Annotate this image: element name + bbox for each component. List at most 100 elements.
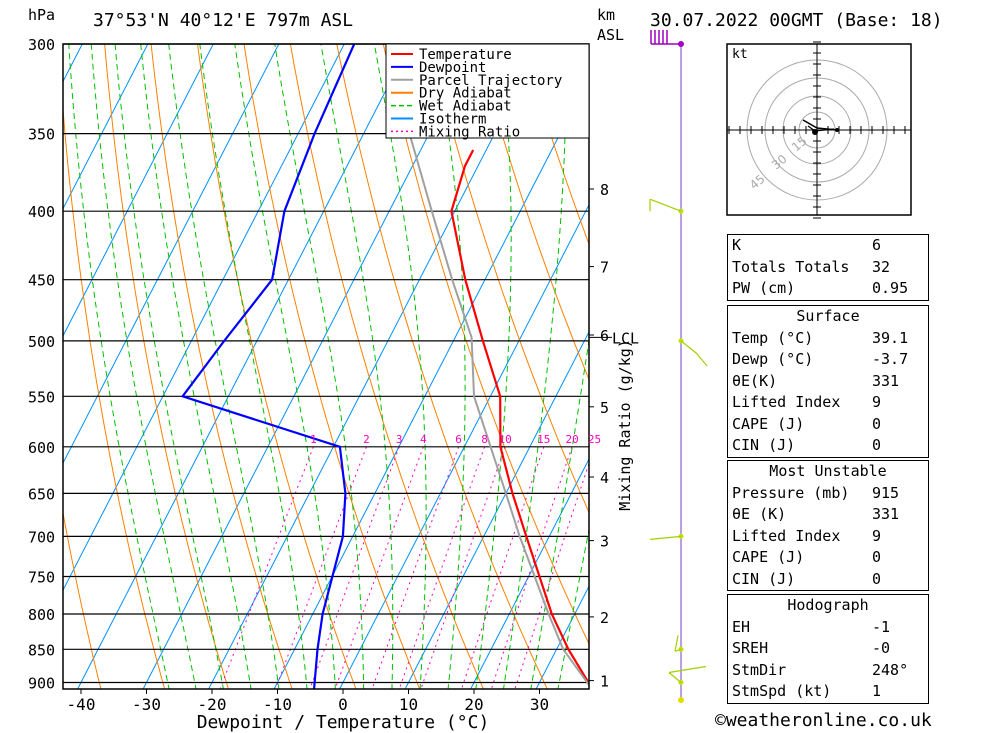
- dry-adiabat-line: [522, 44, 589, 246]
- legend-label: Mixing Ratio: [419, 124, 520, 140]
- mixing-ratio-value: 2: [363, 433, 370, 446]
- parcel-trajectory-line: [385, 44, 589, 687]
- isotherm-line: [0, 0, 18, 714]
- dry-adiabat-line: [196, 44, 357, 689]
- location-title: 37°53'N 40°12'E 797m ASL: [93, 10, 354, 31]
- mixing-ratio-value: 10: [498, 433, 511, 446]
- mixing-ratio-value: 1: [310, 433, 317, 446]
- most-unstable-title: Most Unstable: [769, 462, 887, 480]
- surface-title: Surface: [796, 307, 860, 325]
- pressure-tick-label: 900: [28, 675, 55, 693]
- pressure-tick-label: 600: [28, 439, 55, 457]
- hodograph-table: Hodograph EH -1 SREH -0 StmDir 248° StmSpd …: [727, 594, 929, 704]
- km-tick-label: 2: [600, 609, 609, 627]
- wet-adiabat-line: [140, 44, 252, 689]
- copyright-footer[interactable]: ©weatheronline.co.uk: [715, 710, 932, 731]
- dry-adiabat-line: [289, 44, 484, 689]
- wind-dot-surface: [678, 697, 684, 704]
- km-tick-label: 4: [600, 469, 609, 487]
- km-tick-label: 3: [600, 533, 609, 551]
- temperature-tick-label: 30: [530, 695, 549, 714]
- km-tick-label: 7: [600, 259, 609, 277]
- mixing-ratio-line: [490, 446, 573, 689]
- dry-adiabat-line: [63, 510, 102, 689]
- most-unstable-row: Pressure (mb) 915: [732, 483, 900, 502]
- index-row-pw: PW (cm) 0.95: [732, 279, 909, 297]
- mixing-ratio-line: [219, 446, 314, 689]
- wet-adiabat-line: [502, 44, 567, 689]
- legend-label: Wet Adiabat: [419, 99, 512, 115]
- km-tick-label: 5: [600, 399, 609, 417]
- dry-adiabat-line: [63, 103, 166, 689]
- dry-adiabat-line: [336, 44, 548, 689]
- temperature-tick-label: -30: [132, 695, 161, 714]
- legend-label: Isotherm: [419, 112, 486, 128]
- pressure-tick-label: 300: [28, 36, 55, 54]
- dry-adiabat-line: [104, 44, 229, 689]
- isotherm-line: [63, 44, 214, 337]
- dry-adiabat-line: [924, 0, 1000, 714]
- temperature-tick-label: 20: [464, 695, 483, 714]
- hodograph-table-title: Hodograph: [787, 596, 869, 614]
- temperature-tick-label: -40: [67, 695, 96, 714]
- temperature-line: [450, 149, 589, 686]
- km-axis: 1 2 3 4 5 6 7 8 LCL: [589, 181, 639, 691]
- pressure-tick-label: 750: [28, 569, 55, 587]
- dry-adiabat-line: [475, 44, 589, 381]
- hpa-unit-label: hPa: [28, 6, 56, 24]
- isotherm-line: [339, 203, 589, 689]
- pressure-tick-labels: 300 350 400 450 500 550 600 650 700 750 800 850 900: [28, 36, 55, 693]
- isotherm-line: [470, 458, 589, 689]
- most-unstable-row: CAPE (J) 0: [732, 548, 882, 566]
- mixing-ratio-axis-title: Mixing Ratio (g/kg): [616, 339, 634, 511]
- surface-row: Lifted Index 9: [732, 393, 882, 411]
- surface-table: Surface Temp (°C) 39.1 Dewp (°C) -3.7 θE(K…: [727, 305, 929, 458]
- surface-row: CIN (J) 0: [732, 436, 882, 454]
- surface-row: CAPE (J) 0: [732, 414, 882, 433]
- hodograph-row: SREH -0: [732, 639, 891, 657]
- dry-adiabat-line: [150, 44, 293, 689]
- isotherm-line: [273, 76, 589, 689]
- pressure-tick-label: 350: [28, 126, 55, 144]
- storm-motion-marker: [812, 129, 818, 135]
- temperature-tick-label: -20: [198, 695, 227, 714]
- wind-barb: [695, 352, 708, 367]
- temperature-tick-label: -10: [263, 695, 292, 714]
- wind-barb: [649, 535, 682, 540]
- pressure-tick-label: 550: [28, 388, 55, 406]
- isotherm-line: [404, 330, 589, 689]
- wind-barb: [668, 672, 682, 683]
- wind-barbs: [649, 30, 708, 704]
- dry-adiabat-line: [243, 44, 421, 689]
- hodograph-row: StmDir 248°: [732, 660, 909, 679]
- wind-barb: [680, 340, 697, 354]
- isotherm-line: [63, 44, 280, 465]
- wet-adiabat-line: [234, 44, 336, 689]
- legend-label: Dry Adiabat: [419, 86, 512, 102]
- mixing-ratio-labels: 1 2 3 4 6 8 10 15 20 25: [310, 433, 601, 446]
- pressure-tick-label: 850: [28, 641, 55, 659]
- dry-adiabat-line: [967, 0, 1000, 714]
- mixing-ratio-value: 3: [396, 433, 403, 446]
- km-tick-label: 1: [600, 673, 609, 691]
- mixing-ratio-line: [398, 446, 485, 689]
- asl-unit-label: ASL: [597, 26, 625, 44]
- km-tick-label: 8: [600, 181, 609, 199]
- wind-barb: [674, 648, 682, 652]
- most-unstable-row: θE (K) 331: [732, 505, 900, 523]
- km-unit-label: km: [597, 6, 616, 24]
- wind-barb: [649, 198, 682, 212]
- profiles: [180, 44, 589, 689]
- pressure-tick-label: 800: [28, 606, 55, 624]
- wind-barb: [668, 665, 707, 674]
- temperature-tick-label: 0: [338, 695, 348, 714]
- wind-barb: [674, 635, 679, 652]
- hodograph-unit: kt: [732, 47, 748, 62]
- mixing-ratio-value: 15: [537, 433, 550, 446]
- isotherm-line: [63, 44, 345, 592]
- legend-label: Temperature: [419, 47, 512, 63]
- legend-box: [385, 43, 590, 139]
